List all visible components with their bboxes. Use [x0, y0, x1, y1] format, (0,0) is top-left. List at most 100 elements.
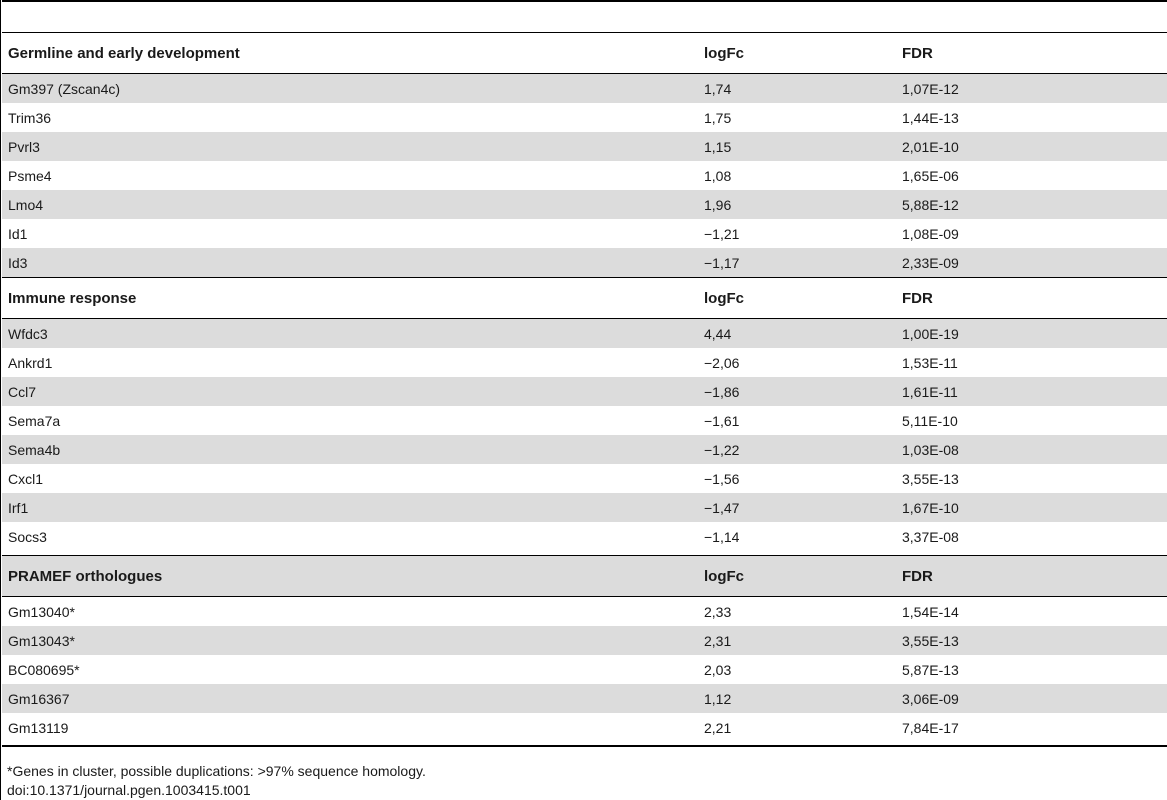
gene-cell: Gm13119 — [8, 719, 69, 736]
logfc-cell: −1,21 — [704, 225, 740, 242]
gene-cell: Sema4b — [8, 441, 61, 458]
gene-cell: Lmo4 — [8, 196, 44, 213]
table-row: Socs3 −1,14 3,37E-08 — [2, 522, 1167, 551]
logfc-cell: 1,08 — [704, 167, 732, 184]
header-rule — [2, 32, 1167, 33]
column-header-fdr: FDR — [902, 289, 933, 307]
gene-cell: Trim36 — [8, 109, 52, 126]
table-row: Sema4b −1,22 1,03E-08 — [2, 435, 1167, 464]
logfc-cell: −1,56 — [704, 470, 740, 487]
logfc-cell: 1,75 — [704, 109, 732, 126]
logfc-cell: −1,14 — [704, 528, 740, 545]
gene-cell: Sema7a — [8, 412, 61, 429]
gene-cell: Id1 — [8, 225, 28, 242]
fdr-cell: 5,87E-13 — [902, 661, 959, 678]
section-rule — [2, 555, 1167, 556]
fdr-cell: 3,37E-08 — [902, 528, 959, 545]
fdr-cell: 1,54E-14 — [902, 603, 959, 620]
column-header-fdr: FDR — [902, 44, 933, 62]
logfc-cell: 2,21 — [704, 719, 732, 736]
gene-cell: Gm16367 — [8, 690, 70, 707]
table-row: Psme4 1,08 1,65E-06 — [2, 161, 1167, 190]
gene-cell: Gm13043* — [8, 632, 75, 649]
fdr-cell: 1,61E-11 — [902, 383, 958, 400]
logfc-cell: 1,96 — [704, 196, 732, 213]
doi-text: doi:10.1371/journal.pgen.1003415.t001 — [7, 782, 251, 798]
logfc-cell: 2,31 — [704, 632, 732, 649]
table-row: Ankrd1 −2,06 1,53E-11 — [2, 348, 1167, 377]
table-row: Id3 −1,17 2,33E-09 — [2, 248, 1167, 277]
table-row: Gm13040* 2,33 1,54E-14 — [2, 597, 1167, 626]
table-row: Gm13043* 2,31 3,55E-13 — [2, 626, 1167, 655]
logfc-cell: −1,22 — [704, 441, 740, 458]
section-header-immune: Immune response logFc FDR — [2, 278, 1167, 318]
table-row: Gm397 (Zscan4c) 1,74 1,07E-12 — [2, 74, 1167, 103]
fdr-cell: 1,08E-09 — [902, 225, 959, 242]
section-title: Immune response — [8, 289, 137, 307]
gene-cell: Id3 — [8, 254, 28, 271]
table-row: BC080695* 2,03 5,87E-13 — [2, 655, 1167, 684]
section-header-pramef: PRAMEF orthologues logFc FDR — [2, 556, 1167, 596]
fdr-cell: 5,88E-12 — [902, 196, 959, 213]
table-row: Ccl7 −1,86 1,61E-11 — [2, 377, 1167, 406]
column-header-logfc: logFc — [704, 567, 744, 585]
section-rule — [2, 277, 1167, 278]
fdr-cell: 1,65E-06 — [902, 167, 959, 184]
fdr-cell: 1,03E-08 — [902, 441, 959, 458]
top-rule — [2, 0, 1167, 2]
gene-cell: Ankrd1 — [8, 354, 53, 371]
section-title: PRAMEF orthologues — [8, 567, 163, 585]
gene-cell: Ccl7 — [8, 383, 37, 400]
gene-cell: Irf1 — [8, 499, 29, 516]
column-header-logfc: logFc — [704, 289, 744, 307]
logfc-cell: 1,12 — [704, 690, 732, 707]
logfc-cell: 1,15 — [704, 138, 732, 155]
section-header-germline: Germline and early development logFc FDR — [2, 33, 1167, 73]
fdr-cell: 7,84E-17 — [902, 719, 959, 736]
gene-cell: Gm397 (Zscan4c) — [8, 80, 121, 97]
logfc-cell: −2,06 — [704, 354, 740, 371]
gene-cell: Gm13040* — [8, 603, 75, 620]
table-row: Gm16367 1,12 3,06E-09 — [2, 684, 1167, 713]
fdr-cell: 2,33E-09 — [902, 254, 959, 271]
logfc-cell: −1,61 — [704, 412, 740, 429]
section-title: Germline and early development — [8, 44, 240, 62]
fdr-cell: 1,07E-12 — [902, 80, 959, 97]
fdr-cell: 1,44E-13 — [902, 109, 959, 126]
logfc-cell: 2,33 — [704, 603, 732, 620]
column-header-fdr: FDR — [902, 567, 933, 585]
gene-cell: Socs3 — [8, 528, 47, 545]
gene-cell: Cxcl1 — [8, 470, 44, 487]
logfc-cell: 1,74 — [704, 80, 732, 97]
section-rule — [2, 73, 1167, 74]
table-row: Sema7a −1,61 5,11E-10 — [2, 406, 1167, 435]
fdr-cell: 1,00E-19 — [902, 325, 959, 342]
logfc-cell: 4,44 — [704, 325, 732, 342]
table-row: Wfdc3 4,44 1,00E-19 — [2, 319, 1167, 348]
table-row: Pvrl3 1,15 2,01E-10 — [2, 132, 1167, 161]
section-rule — [2, 596, 1167, 597]
gene-cell: Pvrl3 — [8, 138, 40, 155]
fdr-cell: 1,53E-11 — [902, 354, 958, 371]
bottom-rule — [2, 745, 1167, 747]
fdr-cell: 3,55E-13 — [902, 632, 959, 649]
logfc-cell: 2,03 — [704, 661, 732, 678]
column-header-logfc: logFc — [704, 44, 744, 62]
fdr-cell: 3,06E-09 — [902, 690, 959, 707]
table-row: Id1 −1,21 1,08E-09 — [2, 219, 1167, 248]
logfc-cell: −1,17 — [704, 254, 740, 271]
fdr-cell: 3,55E-13 — [902, 470, 959, 487]
table-row: Irf1 −1,47 1,67E-10 — [2, 493, 1167, 522]
gene-cell: BC080695* — [8, 661, 80, 678]
fdr-cell: 5,11E-10 — [902, 412, 958, 429]
table-row: Lmo4 1,96 5,88E-12 — [2, 190, 1167, 219]
table-row: Cxcl1 −1,56 3,55E-13 — [2, 464, 1167, 493]
gene-cell: Wfdc3 — [8, 325, 48, 342]
table-row: Gm13119 2,21 7,84E-17 — [2, 713, 1167, 742]
logfc-cell: −1,47 — [704, 499, 740, 516]
fdr-cell: 2,01E-10 — [902, 138, 959, 155]
logfc-cell: −1,86 — [704, 383, 740, 400]
gene-cell: Psme4 — [8, 167, 52, 184]
section-rule — [2, 318, 1167, 319]
